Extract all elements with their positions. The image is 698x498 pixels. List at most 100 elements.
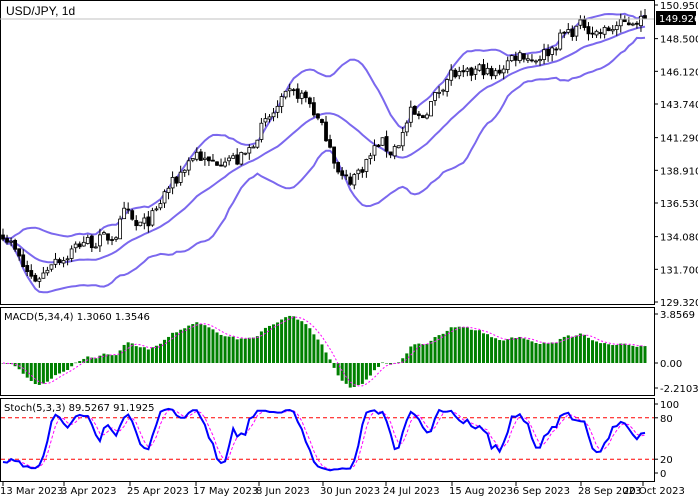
candle-body [312,102,316,116]
time-tick-label: 6 Sep 2023 [513,486,570,497]
macd-bar [429,340,433,363]
macd-bar [122,344,126,363]
macd-bar [324,352,328,363]
candle-body [299,92,304,99]
candle [98,228,102,252]
macd-bar [90,357,94,363]
macd-label: MACD(5,34,4) 1.3060 1.3546 [4,312,150,323]
candle [425,112,429,120]
candle-body [328,139,332,148]
candle [215,161,219,166]
candle-body [437,91,441,94]
candle-body [606,27,611,32]
candle [186,157,191,176]
candle-body [130,210,135,220]
candle-body [17,248,22,257]
candle-body [429,101,433,117]
candle [182,169,187,177]
macd-bar [70,363,74,367]
candle [110,236,114,246]
candle [404,120,409,137]
candle-body [89,235,94,249]
candle [578,15,583,30]
macd-bar [110,355,114,363]
candle-body [505,60,510,70]
candle-body [521,53,526,60]
macd-bar [130,343,134,363]
macd-bar [45,363,49,382]
macd-tick-label: 0.00 [660,359,682,370]
candle-body [441,89,446,92]
candle [380,137,385,146]
candle [178,165,183,186]
candle [126,202,131,214]
macd-bar [558,338,562,363]
candle [582,15,587,31]
candle-body [465,68,470,72]
candle [457,66,462,80]
macd-bar [582,334,586,363]
macd-bar [449,327,453,363]
candle [219,158,223,167]
price-panel[interactable]: USD/JPY, 1d 150.950 148.500 146.120 143.740… [0,0,698,310]
candle-body [211,159,215,162]
macd-bar [332,363,336,368]
macd-bar [562,336,566,363]
candle-body [416,113,421,116]
candle-body [102,232,106,235]
candle-body [586,26,591,35]
price-tick-label: 141.290 [660,134,698,145]
candle-body [364,159,369,172]
candle-body [578,19,583,26]
candle [231,152,236,159]
candle [41,266,46,279]
bb-middle-band [2,25,646,264]
candle-body [517,52,522,62]
stochastic-lines [1,407,654,472]
macd-bar [243,338,247,363]
candle [501,65,506,80]
candle-body [126,208,131,211]
candle-body [186,160,191,171]
candle [352,173,357,190]
candle [469,66,474,82]
candle-body [534,60,538,63]
candle [614,21,619,36]
candle [521,53,526,63]
candle [505,56,510,74]
candle-body [1,234,5,240]
bb-upper-band [2,12,646,241]
macd-bar [146,349,150,363]
macd-bar [102,353,106,363]
candle [61,256,66,268]
time-tick-label: 20 Oct 2023 [623,486,685,497]
macd-bar [134,346,138,363]
price-axis[interactable]: 150.950 148.500 146.120 143.740 141.290 138.9… [654,1,698,309]
candle-body [316,113,320,119]
stochastic-panel[interactable]: Stoch(5,3,3) 89.5267 91.1925 100 80 20 0 [0,398,680,482]
macd-bar [465,327,469,363]
candle-body [469,67,474,76]
price-tick-label: 148.500 [660,35,698,46]
macd-bar [591,340,595,363]
macd-bar [413,344,417,363]
candle-body [77,243,82,248]
macd-bar [74,362,78,364]
macd-bar [385,363,389,364]
current-price-label: 149.926 [659,14,698,25]
candle-body [509,55,514,62]
candle-body [219,164,223,167]
macd-bar [114,355,118,363]
macd-bar [502,340,506,363]
candle [570,25,575,41]
candle [57,257,62,266]
candle [416,110,421,120]
candle-body [307,97,312,105]
candle [542,43,546,65]
macd-bar [199,323,203,363]
candle [267,114,272,123]
macd-panel[interactable]: MACD(5,34,4) 1.3060 1.3546 3.8569 0.00 -2.… [0,307,698,396]
macd-bar [94,358,98,363]
